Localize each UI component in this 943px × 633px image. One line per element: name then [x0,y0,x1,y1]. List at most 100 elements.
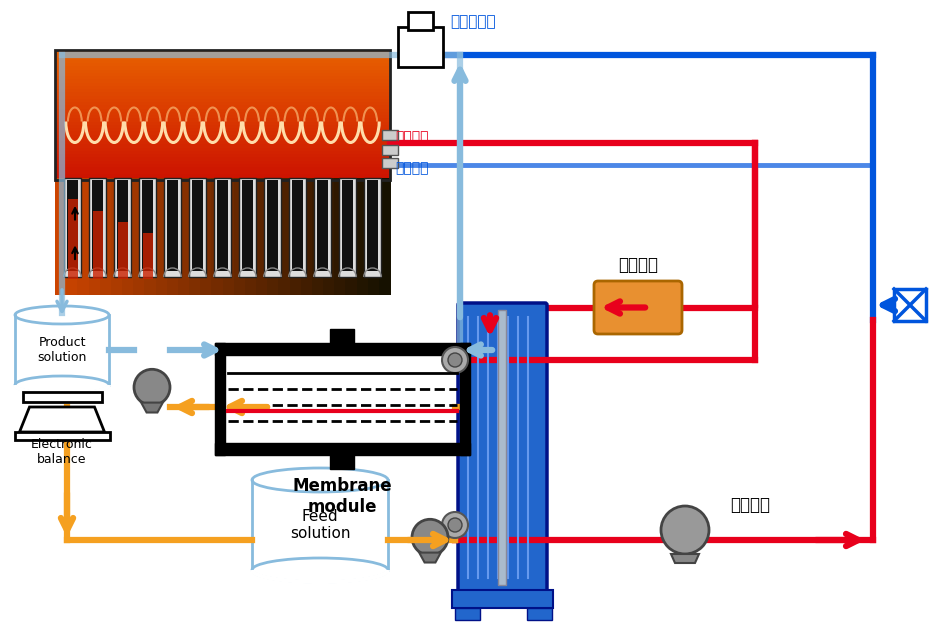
Bar [55,53,390,58]
Bar [133,178,145,295]
Bar [114,178,131,277]
Text: 온수출수: 온수출수 [395,130,428,144]
Bar [215,443,470,455]
Bar [330,455,354,469]
Bar [118,222,127,279]
Bar [92,211,103,279]
Bar [55,173,390,178]
Bar [55,157,390,161]
Bar [142,233,153,279]
Bar [356,178,369,295]
Bar [214,178,231,277]
Text: 순환펌프: 순환펌프 [730,496,770,514]
Bar [23,392,102,402]
Bar [55,151,390,155]
Bar [67,180,78,271]
Bar [66,178,78,295]
Bar [55,161,390,165]
Bar [64,178,81,277]
Bar [267,180,278,271]
Bar [211,178,223,295]
Bar [68,199,77,279]
Bar [122,178,134,295]
Circle shape [661,506,709,554]
Bar [55,89,390,93]
Bar [55,147,390,152]
Text: 직수입수: 직수입수 [395,161,428,175]
Bar [55,170,390,175]
Bar [55,131,390,135]
Bar [156,178,168,295]
Bar [342,180,353,271]
Bar [55,154,390,158]
Bar [55,50,390,54]
Bar [314,178,331,277]
Text: Feed
solution: Feed solution [290,509,350,541]
Bar [55,70,390,74]
Bar [55,125,390,129]
Bar [55,122,390,126]
Bar [55,115,390,119]
Text: Product
solution: Product solution [38,336,87,364]
Text: 보충수입수: 보충수입수 [450,15,496,30]
Bar [323,178,335,295]
Bar [55,128,390,132]
Bar [382,130,398,140]
Bar [200,178,212,295]
Bar [498,310,506,585]
Bar [142,180,153,271]
Bar [139,178,157,277]
Bar [111,178,123,295]
Bar [55,82,390,87]
Bar [55,85,390,90]
Bar [55,108,390,113]
Bar [55,167,390,172]
Bar [345,178,357,295]
Bar [89,178,107,277]
Bar [217,180,228,271]
Circle shape [448,353,462,367]
Bar [368,178,380,295]
Bar [178,178,190,295]
Bar [55,105,390,110]
Bar [398,27,443,67]
Circle shape [442,512,468,538]
Text: 온도센서: 온도센서 [618,256,658,274]
Bar [330,329,354,343]
Circle shape [412,519,448,555]
Bar [452,590,553,608]
Circle shape [134,369,170,405]
Bar [290,178,302,295]
Bar [894,289,926,321]
Bar [289,178,306,277]
Bar [334,178,346,295]
Bar [382,145,398,155]
Circle shape [448,518,462,532]
Bar [455,608,480,620]
Bar [14,432,109,440]
Bar [292,180,303,271]
Bar [234,178,246,295]
Bar [223,178,235,295]
Bar [239,178,256,277]
Bar [55,118,390,123]
Polygon shape [420,553,440,563]
Bar [267,178,279,295]
Bar [367,180,378,271]
Bar [55,76,390,80]
Text: Membrane
module: Membrane module [292,477,392,516]
Bar [192,180,203,271]
Bar [55,138,390,142]
Bar [55,177,390,181]
Circle shape [442,347,468,373]
Bar [278,178,290,295]
Bar [55,96,390,100]
Bar [189,178,207,277]
Bar [55,141,390,145]
Bar [55,63,390,67]
Bar [55,164,390,168]
Bar [89,178,101,295]
Bar [256,178,268,295]
Bar [167,178,179,295]
Bar [55,79,390,84]
